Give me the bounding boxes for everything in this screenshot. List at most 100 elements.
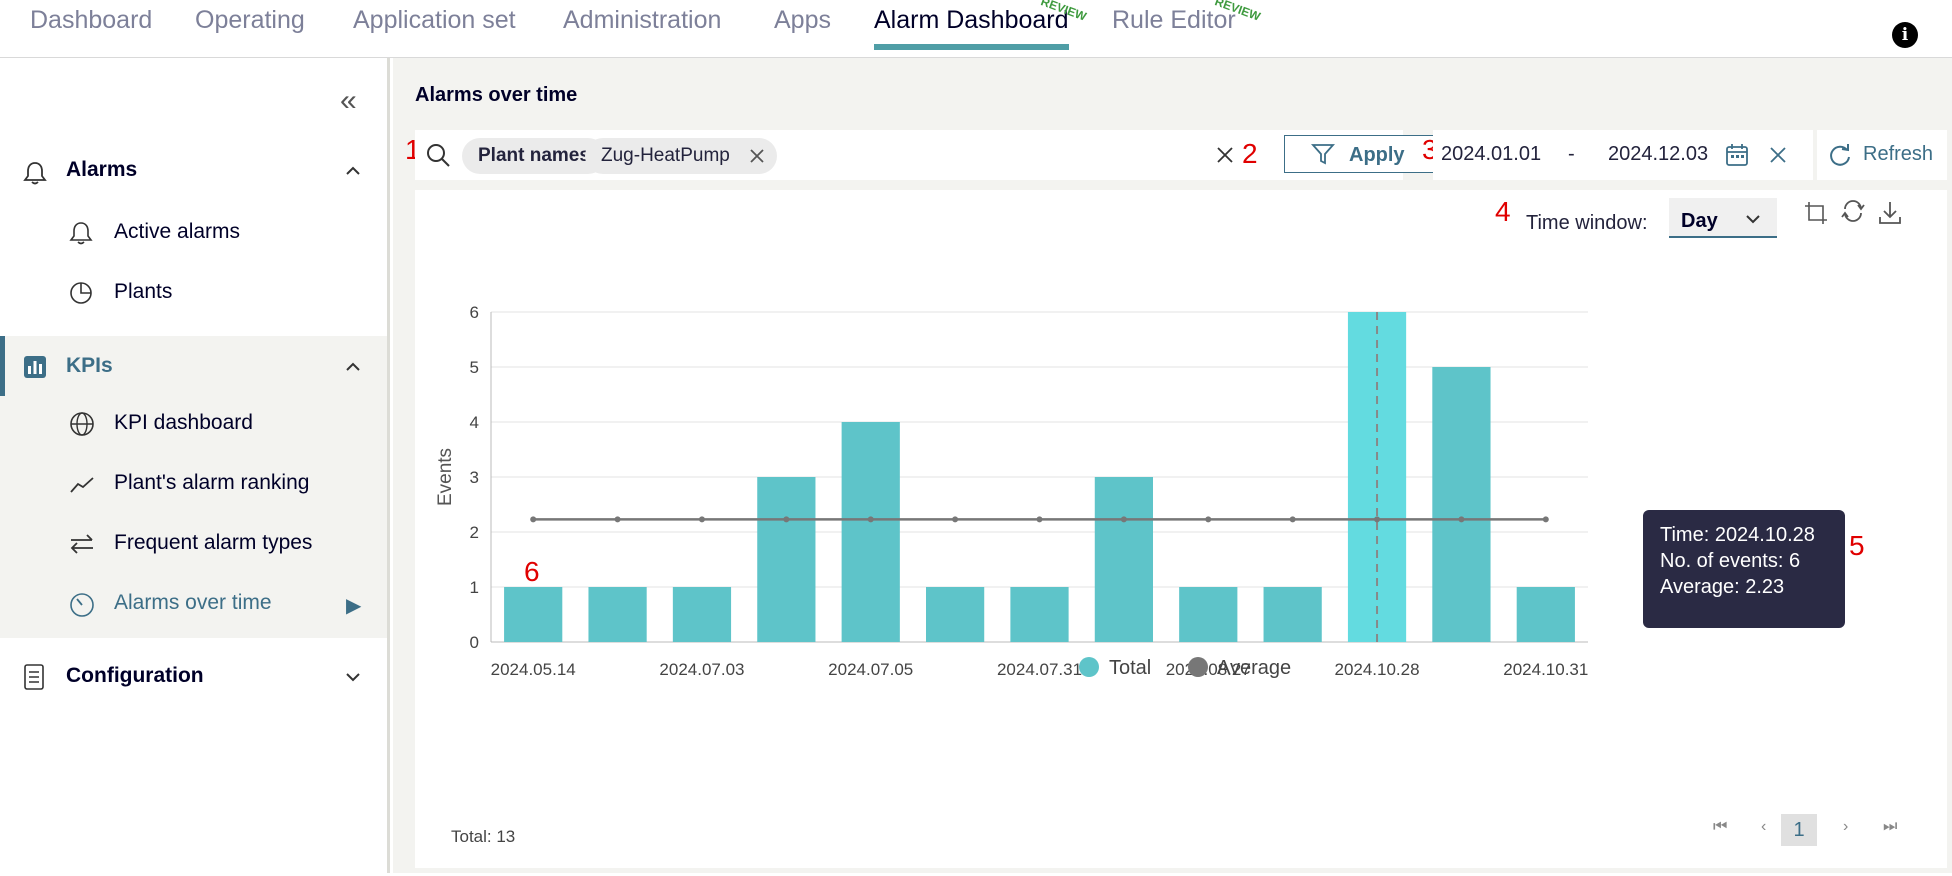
bar-total bbox=[504, 587, 563, 642]
legend-total-label[interactable]: Total bbox=[1109, 657, 1151, 679]
average-point bbox=[1205, 516, 1212, 523]
filter-chip-value: Zug-HeatPump bbox=[585, 138, 777, 174]
bar-total bbox=[588, 587, 647, 642]
next-page-button[interactable]: › bbox=[1843, 818, 1849, 835]
y-tick-label: 1 bbox=[470, 578, 479, 597]
sidebar-group-alarms[interactable]: Alarms bbox=[0, 158, 387, 198]
info-icon[interactable]: i bbox=[1892, 22, 1918, 48]
x-tick-label: 2024.07.05 bbox=[828, 660, 913, 679]
average-point bbox=[1458, 516, 1465, 523]
crop-icon[interactable] bbox=[1803, 200, 1829, 226]
average-point bbox=[1374, 516, 1381, 523]
date-range-picker[interactable]: 2024.01.01 - 2024.12.03 bbox=[1433, 130, 1813, 180]
bar-total bbox=[1347, 312, 1407, 642]
sidebar-item-plants-alarm-ranking[interactable]: Plant's alarm ranking bbox=[0, 471, 387, 511]
refresh-button[interactable]: Refresh bbox=[1817, 130, 1947, 180]
y-tick-label: 3 bbox=[470, 468, 479, 487]
bar-chart-icon bbox=[24, 356, 46, 378]
sidebar-group-kpis[interactable]: KPIs bbox=[0, 354, 387, 394]
sidebar-item-alarms-over-time[interactable]: Alarms over time ▶ bbox=[0, 591, 387, 631]
tab-alarm-dashboard[interactable]: Alarm Dashboard bbox=[874, 6, 1069, 50]
x-tick-label: 2024.10.28 bbox=[1334, 660, 1419, 679]
time-window-value: Day bbox=[1681, 210, 1718, 232]
tab-rule-editor[interactable]: Rule Editor bbox=[1112, 6, 1236, 34]
collapse-sidebar-icon[interactable]: « bbox=[340, 84, 357, 117]
annotation-marker: 6 bbox=[524, 556, 540, 587]
last-page-button[interactable]: ⏭ bbox=[1883, 818, 1898, 835]
total-count: Total: 13 bbox=[451, 827, 516, 846]
average-point bbox=[783, 516, 790, 523]
sidebar-item-active-alarms[interactable]: Active alarms bbox=[0, 220, 387, 260]
active-group-indicator bbox=[0, 336, 5, 396]
main-content: Alarms over time 1 Plant names Zug-HeatP… bbox=[393, 58, 1952, 873]
sidebar-item-label: KPI dashboard bbox=[114, 411, 253, 434]
average-point bbox=[1120, 516, 1127, 523]
chart-legend: Total Average bbox=[1079, 657, 1291, 679]
chevron-up-icon bbox=[346, 362, 360, 371]
bar-total bbox=[926, 587, 985, 642]
refresh-label: Refresh bbox=[1863, 143, 1934, 165]
date-from[interactable]: 2024.01.01 bbox=[1441, 143, 1542, 165]
top-navigation: Dashboard Operating Application set Admi… bbox=[0, 0, 1952, 58]
sidebar-item-label: Frequent alarm types bbox=[114, 531, 313, 554]
remove-chip-icon[interactable] bbox=[749, 148, 765, 164]
chart-tooltip: Time: 2024.10.28 No. of events: 6 Averag… bbox=[1643, 510, 1845, 628]
apply-button[interactable]: Apply bbox=[1284, 135, 1434, 173]
clear-date-icon[interactable] bbox=[1769, 146, 1787, 164]
bar-total bbox=[1010, 587, 1069, 642]
x-tick-label: 2024.07.03 bbox=[659, 660, 744, 679]
clear-filter-icon[interactable] bbox=[1216, 146, 1234, 164]
reset-zoom-icon[interactable] bbox=[1840, 198, 1866, 224]
sidebar-item-label: Plant's alarm ranking bbox=[114, 471, 310, 494]
x-tick-label: 2024.08.27 bbox=[1166, 660, 1251, 679]
prev-page-button[interactable]: ‹ bbox=[1761, 818, 1767, 835]
tab-application-set[interactable]: Application set bbox=[353, 6, 516, 34]
tab-operating[interactable]: Operating bbox=[195, 6, 305, 34]
time-window-label: Time window: bbox=[1526, 212, 1648, 234]
y-tick-label: 2 bbox=[470, 523, 479, 542]
legend-total-swatch bbox=[1079, 657, 1099, 677]
tab-administration[interactable]: Administration bbox=[563, 6, 722, 34]
y-tick-label: 6 bbox=[470, 303, 479, 322]
globe-icon bbox=[70, 412, 94, 436]
sidebar-item-kpi-dashboard[interactable]: KPI dashboard bbox=[0, 411, 387, 451]
sidebar-item-frequent-alarm-types[interactable]: Frequent alarm types bbox=[0, 531, 387, 571]
first-page-button[interactable]: ⏮ bbox=[1713, 818, 1728, 835]
search-icon[interactable] bbox=[425, 142, 451, 168]
average-point bbox=[614, 516, 621, 523]
calendar-icon[interactable] bbox=[1724, 142, 1750, 168]
sidebar-group-label: Alarms bbox=[66, 158, 138, 181]
download-icon[interactable] bbox=[1877, 200, 1903, 226]
sidebar-item-plants[interactable]: Plants bbox=[0, 280, 387, 320]
y-tick-label: 4 bbox=[470, 413, 479, 432]
annotation-marker: 4 bbox=[1495, 196, 1511, 227]
timer-icon bbox=[70, 593, 94, 617]
average-point bbox=[1289, 516, 1296, 523]
date-to[interactable]: 2024.12.03 bbox=[1608, 143, 1709, 165]
sidebar-item-label: Plants bbox=[114, 280, 173, 303]
x-tick-label: 2024.05.14 bbox=[491, 660, 576, 679]
page-title: Alarms over time bbox=[415, 84, 578, 106]
bar-total bbox=[1263, 587, 1322, 642]
x-axis-ticks: 2024.05.14 2024.07.03 2024.07.05 2024.07.31… bbox=[491, 660, 1589, 679]
sidebar-group-label: Configuration bbox=[66, 664, 204, 687]
bar-total bbox=[1516, 587, 1575, 642]
tooltip-time: Time: 2024.10.28 bbox=[1660, 524, 1815, 546]
x-tick-label: 2024.10.31 bbox=[1503, 660, 1588, 679]
sidebar-group-configuration[interactable]: Configuration bbox=[0, 664, 387, 704]
current-page[interactable]: 1 bbox=[1781, 814, 1817, 846]
kpi-section-background bbox=[0, 336, 387, 638]
average-line bbox=[530, 516, 1549, 523]
average-point bbox=[698, 516, 705, 523]
average-point bbox=[952, 516, 959, 523]
bar-total bbox=[1094, 477, 1153, 642]
legend-average-label[interactable]: Average bbox=[1217, 657, 1291, 679]
chevron-down-icon bbox=[346, 673, 360, 682]
trend-line-icon bbox=[70, 477, 94, 493]
tab-dashboard[interactable]: Dashboard bbox=[30, 6, 153, 34]
tooltip-average: Average: 2.23 bbox=[1660, 576, 1785, 598]
time-window-select[interactable]: Day bbox=[1669, 198, 1777, 238]
y-tick-label: 5 bbox=[470, 358, 479, 377]
filter-chip-label: Plant names bbox=[462, 138, 606, 174]
tab-apps[interactable]: Apps bbox=[774, 6, 831, 34]
